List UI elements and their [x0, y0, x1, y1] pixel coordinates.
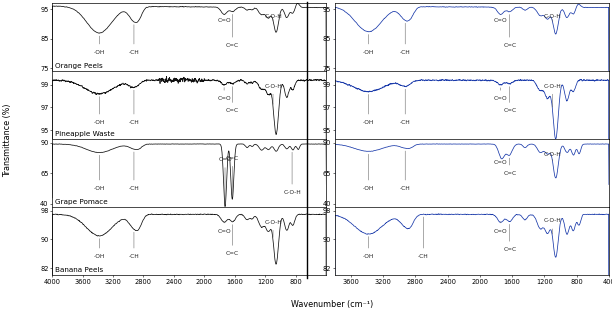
Text: -OH: -OH: [94, 155, 105, 191]
Text: C-O-H: C-O-H: [264, 220, 282, 237]
Text: Wavenumber (cm⁻¹): Wavenumber (cm⁻¹): [291, 300, 373, 309]
Text: C=O: C=O: [494, 88, 507, 101]
Text: -OH: -OH: [363, 154, 374, 191]
Text: -OH: -OH: [363, 35, 374, 55]
Text: Banana Peels: Banana Peels: [54, 267, 103, 273]
Text: C=O: C=O: [494, 158, 507, 165]
Text: C=C: C=C: [226, 225, 239, 256]
Text: -OH: -OH: [363, 236, 374, 259]
Text: C-O-H: C-O-H: [543, 218, 561, 234]
Text: C-O-H: C-O-H: [283, 152, 301, 195]
Text: -CH: -CH: [400, 89, 411, 125]
Text: -OH: -OH: [94, 36, 105, 55]
Text: -CH: -CH: [400, 151, 411, 191]
Text: C=C: C=C: [503, 224, 517, 252]
Text: Orange Peels: Orange Peels: [54, 63, 103, 69]
Text: C=C: C=C: [503, 86, 517, 113]
Text: C=C: C=C: [226, 14, 239, 48]
Text: C=O: C=O: [217, 87, 231, 101]
Text: -CH: -CH: [418, 217, 429, 259]
Text: C-O-H: C-O-H: [543, 152, 561, 161]
Text: C=O: C=O: [218, 157, 232, 204]
Text: C=C: C=C: [226, 86, 239, 113]
Text: C-O-H: C-O-H: [543, 84, 561, 107]
Text: C-O-H: C-O-H: [264, 14, 282, 21]
Text: -CH: -CH: [400, 23, 411, 55]
Text: C=C: C=C: [503, 15, 517, 48]
Text: -CH: -CH: [129, 25, 140, 55]
Text: -CH: -CH: [129, 232, 140, 259]
Text: -CH: -CH: [129, 152, 140, 191]
Text: C=O: C=O: [494, 222, 507, 234]
Text: C-O-H: C-O-H: [543, 14, 561, 21]
Text: C-O-H: C-O-H: [264, 84, 282, 104]
Text: C=O: C=O: [217, 14, 231, 23]
Text: Pineapple Waste: Pineapple Waste: [54, 131, 114, 137]
Text: -OH: -OH: [94, 239, 105, 259]
Text: Transmittance (%): Transmittance (%): [3, 103, 12, 177]
Text: C=O: C=O: [494, 14, 507, 23]
Text: C=C: C=C: [226, 156, 239, 197]
Text: C=O: C=O: [217, 222, 231, 234]
Text: -OH: -OH: [94, 97, 105, 125]
Text: C=C: C=C: [503, 158, 517, 176]
Text: Grape Pomace: Grape Pomace: [54, 199, 108, 205]
Text: -CH: -CH: [129, 90, 140, 125]
Text: -OH: -OH: [363, 94, 374, 125]
